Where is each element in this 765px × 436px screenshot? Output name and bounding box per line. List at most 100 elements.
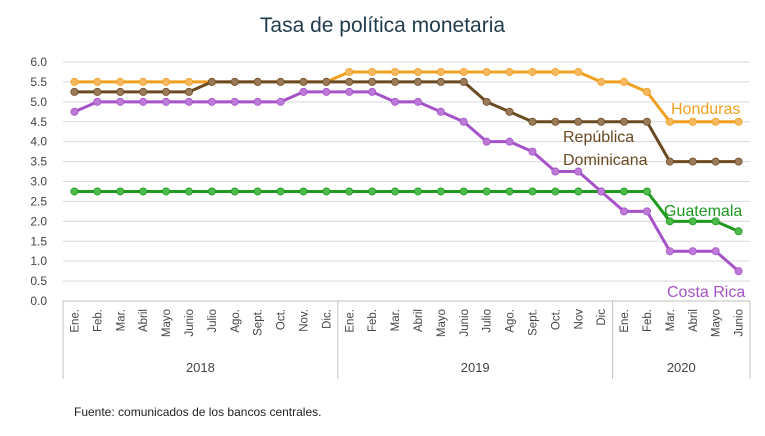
y-tick-label: 0.5 — [30, 274, 47, 288]
data-point — [597, 187, 606, 196]
data-point — [70, 107, 79, 116]
data-point — [665, 247, 674, 256]
data-point — [116, 87, 125, 96]
data-point — [620, 117, 629, 126]
data-point — [551, 187, 560, 196]
x-tick-label: Abril — [688, 309, 700, 332]
x-tick-label: Feb. — [642, 309, 654, 332]
x-tick-label: Ene. — [344, 309, 356, 333]
data-point — [276, 97, 285, 106]
data-point — [207, 187, 216, 196]
series-label: República — [563, 129, 634, 146]
x-tick-label: Julio — [207, 309, 219, 333]
x-tick-label: Nov. — [298, 309, 310, 332]
data-point — [688, 217, 697, 226]
data-point — [93, 87, 102, 96]
data-point — [184, 87, 193, 96]
data-point — [734, 117, 743, 126]
data-point — [391, 67, 400, 76]
series-label: Guatemala — [664, 203, 742, 220]
data-point — [505, 137, 514, 146]
x-tick-label: Nov — [573, 309, 585, 330]
data-point — [368, 77, 377, 86]
data-point — [116, 77, 125, 86]
data-point — [620, 207, 629, 216]
data-point — [574, 67, 583, 76]
data-point — [93, 187, 102, 196]
data-point — [734, 157, 743, 166]
x-tick-label: Oct. — [550, 309, 562, 330]
data-point — [345, 187, 354, 196]
series-line — [74, 70, 739, 124]
x-tick-label: Mayo — [161, 309, 173, 337]
data-point — [253, 77, 262, 86]
data-point — [230, 187, 239, 196]
data-point — [299, 77, 308, 86]
y-tick-label: 4.5 — [30, 115, 47, 129]
data-point — [391, 187, 400, 196]
data-point — [116, 187, 125, 196]
data-point — [551, 117, 560, 126]
data-point — [413, 187, 422, 196]
year-label: 2019 — [461, 360, 490, 375]
x-tick-label: Oct. — [276, 309, 288, 330]
data-point — [207, 77, 216, 86]
y-tick-label: 4.0 — [30, 135, 47, 149]
series-label: Costa Rica — [667, 284, 745, 301]
data-point — [413, 67, 422, 76]
data-point — [574, 187, 583, 196]
data-point — [391, 77, 400, 86]
y-tick-label: 3.5 — [30, 155, 47, 169]
x-tick-label: Mayo — [711, 309, 723, 337]
source-note: Fuente: comunicados de los bancos centra… — [74, 405, 322, 419]
data-point — [368, 187, 377, 196]
data-point — [620, 77, 629, 86]
x-tick-label: Mar. — [115, 309, 127, 331]
data-point — [368, 67, 377, 76]
series-labels: Honduras República Dominicana Guatemala Cost… — [563, 101, 745, 301]
data-point — [711, 217, 720, 226]
data-point — [162, 77, 171, 86]
data-point — [482, 67, 491, 76]
data-point — [528, 187, 537, 196]
y-tick-label: 5.0 — [30, 95, 47, 109]
data-point — [139, 97, 148, 106]
data-point — [93, 77, 102, 86]
y-tick-label: 6.0 — [30, 55, 47, 69]
data-point — [70, 77, 79, 86]
data-point — [482, 187, 491, 196]
data-point — [688, 247, 697, 256]
x-tick-label: Sept. — [253, 309, 265, 336]
data-point — [620, 187, 629, 196]
data-point — [482, 137, 491, 146]
data-point — [368, 87, 377, 96]
axes: 0.0 0.5 1.0 1.5 2.0 2.5 3.0 3.5 4.0 4.5 5.0 5.5 6.0 E… — [30, 55, 751, 379]
x-tick-label: Feb. — [367, 309, 379, 332]
data-point — [162, 87, 171, 96]
x-tick-label: Mayo — [436, 309, 448, 337]
y-tick-label: 3.0 — [30, 175, 47, 189]
data-point — [551, 67, 560, 76]
data-point — [711, 117, 720, 126]
x-tick-label: Junio — [734, 309, 746, 337]
data-point — [734, 267, 743, 276]
data-point — [528, 67, 537, 76]
data-point — [253, 97, 262, 106]
data-point — [597, 77, 606, 86]
x-tick-label: Ene. — [619, 309, 631, 333]
data-point — [734, 227, 743, 236]
data-point — [642, 187, 651, 196]
data-point — [505, 67, 514, 76]
chart-title: Tasa de política monetaria — [259, 14, 506, 37]
data-point — [345, 67, 354, 76]
data-point — [345, 87, 354, 96]
data-point — [505, 107, 514, 116]
data-point — [505, 187, 514, 196]
data-point — [253, 187, 262, 196]
x-tick-label: Dic. — [321, 309, 333, 329]
data-point — [93, 97, 102, 106]
data-point — [299, 87, 308, 96]
data-point — [528, 117, 537, 126]
y-tick-label: 1.5 — [30, 234, 47, 248]
